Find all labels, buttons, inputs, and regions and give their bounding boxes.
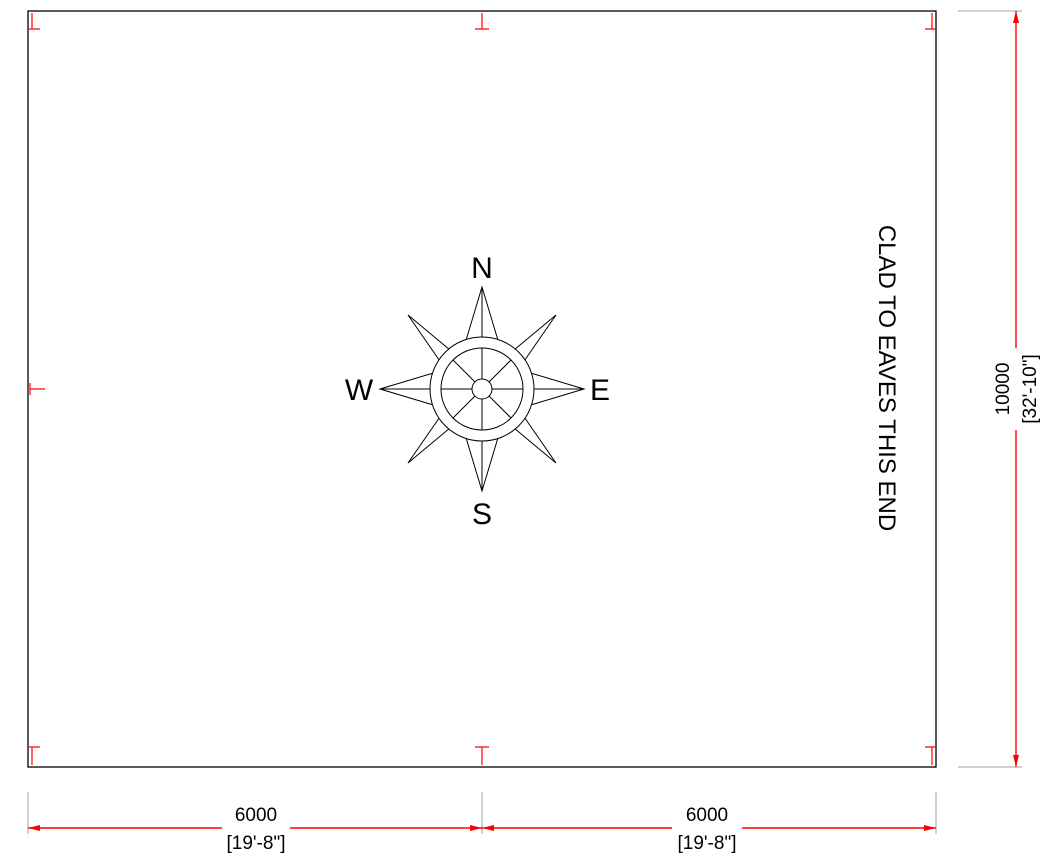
post-markers [28,13,936,765]
post-marker-top-left [28,13,40,30]
compass-label-north: N [471,252,493,285]
compass-rose [378,285,586,493]
post-marker-bottom-right [925,746,936,765]
post-marker-bottom-mid [475,746,489,765]
dim-right-imperial: [32'-10"] [1020,354,1041,424]
compass-label-east: E [590,374,610,407]
building-outline [27,10,937,768]
compass-label-south: S [472,498,492,531]
compass-spokes [441,348,523,430]
compass-label-west: W [345,374,374,407]
post-marker-top-right [925,13,936,30]
clad-note: CLAD TO EAVES THIS END [873,225,900,531]
dim-bottom-left-imperial: [19'-8"] [227,833,286,854]
right-extension-lines [958,10,1022,768]
post-marker-top-mid [475,13,489,30]
post-marker-bottom-left [28,746,40,765]
dim-bottom-left-metric: 6000 [235,805,277,826]
dim-right-metric: 10000 [993,363,1014,416]
dim-bottom-right-metric: 6000 [686,805,728,826]
post-marker-left-mid [29,383,45,395]
dim-bottom-right-imperial: [19'-8"] [678,833,737,854]
